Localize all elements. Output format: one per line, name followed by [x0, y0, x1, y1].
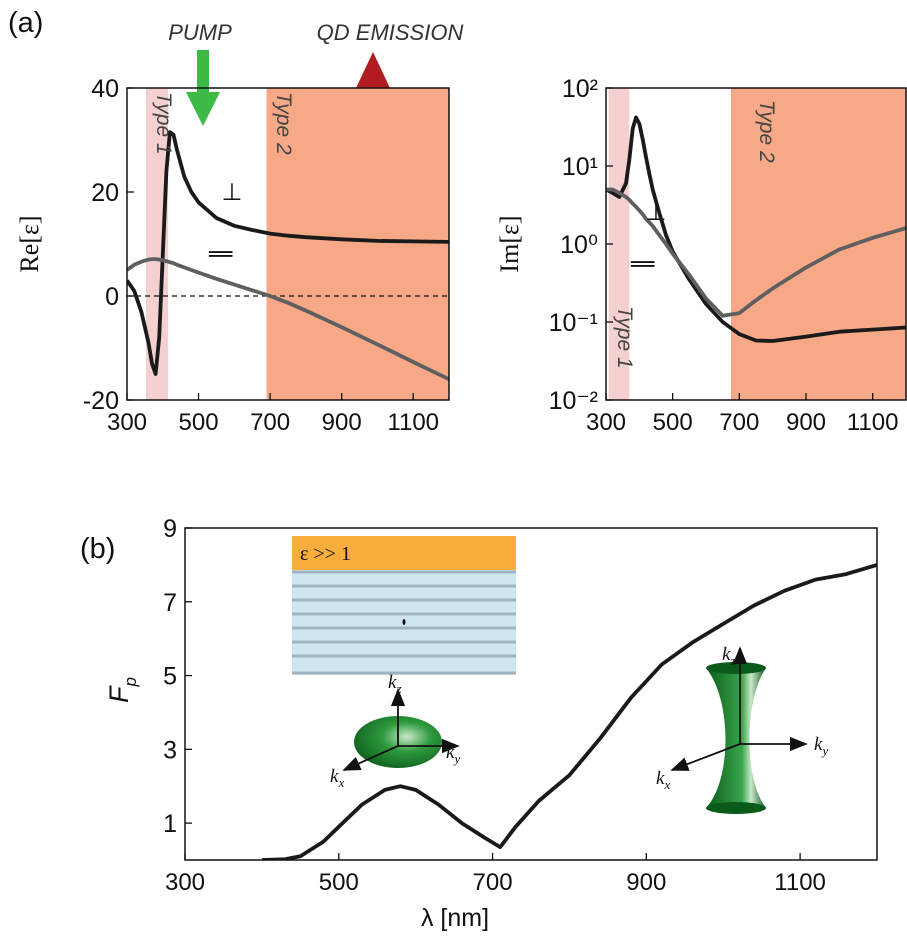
region-label: Type 2 [272, 92, 295, 155]
axis-k: k [446, 742, 455, 763]
y-tick-label: 10⁻¹ [549, 309, 598, 337]
x-tick-label: 700 [250, 409, 290, 436]
axis-sub: x [337, 775, 344, 790]
curve-label: ∥ [208, 248, 235, 260]
x-tick-label: 700 [719, 409, 759, 436]
curve-label: ⊥ [646, 199, 667, 226]
pump-arrow [186, 50, 220, 126]
axis-label: kx [656, 768, 670, 792]
plot-frame [126, 87, 450, 401]
y-tick-label: 9 [163, 515, 177, 543]
y-tick-label: 10⁰ [560, 231, 598, 259]
annotation: PUMP [168, 20, 232, 45]
axis-label: ky [814, 734, 828, 758]
y-tick-label: 1 [163, 810, 177, 838]
region [145, 88, 169, 400]
y-tick-label: 10² [562, 75, 598, 103]
axis-sub: y [820, 743, 828, 758]
x-tick-label: 700 [473, 869, 513, 896]
axis-k: k [330, 766, 339, 787]
region-label: Type 1 [152, 92, 175, 155]
y-axis-label-main: F [104, 685, 134, 703]
axis-k: k [722, 644, 731, 665]
data-line [606, 187, 906, 318]
x-tick-label: 900 [322, 409, 362, 436]
y-tick-label: 40 [91, 75, 119, 103]
region-label: Type 2 [755, 100, 778, 163]
plot-area [606, 88, 906, 400]
region [608, 88, 630, 400]
region [731, 88, 906, 400]
data-line [606, 115, 906, 343]
y-axis-label: Fp [104, 677, 140, 703]
hyperboloid-inset: kz ky kx [656, 644, 828, 814]
x-tick-label: 500 [653, 409, 693, 436]
y-axis-label-main: Im[ε] [495, 215, 524, 272]
axis-sub: y [452, 751, 460, 766]
y-tick-label: 10⁻² [549, 387, 598, 415]
x-tick-label: 300 [107, 409, 147, 436]
axis-sub: z [395, 681, 401, 696]
axis-label: kz [722, 644, 736, 668]
region [266, 88, 449, 400]
x-tick-label: 500 [179, 409, 219, 436]
x-tick-label: 900 [626, 869, 666, 896]
x-tick-label: 1100 [774, 869, 826, 896]
data-line [261, 563, 877, 860]
axis-label: ky [446, 742, 460, 766]
axis-label: kz [388, 672, 402, 696]
y-tick-label: 10¹ [562, 153, 598, 181]
data-line [127, 257, 449, 381]
y-tick-label: 3 [163, 736, 177, 764]
inset-label: ε >> 1 [300, 543, 351, 565]
axis-k: k [814, 734, 823, 755]
annotation: QD EMISSION [317, 20, 464, 45]
y-axis-label: Im[ε] [495, 215, 524, 272]
ellipsoid-inset: kz ky kx [330, 672, 460, 790]
region-label: Type 1 [613, 306, 636, 369]
y-tick-label: 7 [163, 589, 177, 617]
y-tick-label: 20 [91, 179, 119, 207]
x-tick-label: 300 [586, 409, 626, 436]
y-tick-label: 5 [163, 663, 177, 691]
data-line [127, 130, 449, 376]
y-axis-label-main: Re[ε] [15, 215, 44, 272]
axis-label: kx [330, 766, 344, 790]
x-tick-label: 300 [165, 869, 205, 896]
x-tick-label: 900 [786, 409, 826, 436]
y-tick-label: 0 [105, 283, 119, 311]
axis-sub: x [663, 777, 670, 792]
plot-area [127, 88, 449, 400]
x-axis-label: λ [nm] [421, 904, 489, 932]
panel-label: (a) [8, 7, 43, 39]
x-tick-label: 1100 [387, 409, 439, 436]
x-tick-label: 500 [319, 869, 359, 896]
axis-k: k [656, 768, 665, 789]
inset-multilayer: ε >> 1 [292, 536, 516, 675]
y-tick-label: -20 [83, 387, 119, 415]
y-axis-label-sub: p [121, 677, 140, 687]
axis-k: k [388, 672, 397, 693]
plot-area [261, 563, 877, 860]
curve-label: ⊥ [222, 179, 243, 206]
y-axis-label: Re[ε] [15, 215, 44, 272]
plot-frame [184, 527, 878, 861]
x-tick-label: 1100 [847, 409, 899, 436]
panel-label: (b) [80, 533, 115, 565]
axis-sub: z [729, 653, 735, 668]
curve-label: ∥ [630, 258, 657, 270]
